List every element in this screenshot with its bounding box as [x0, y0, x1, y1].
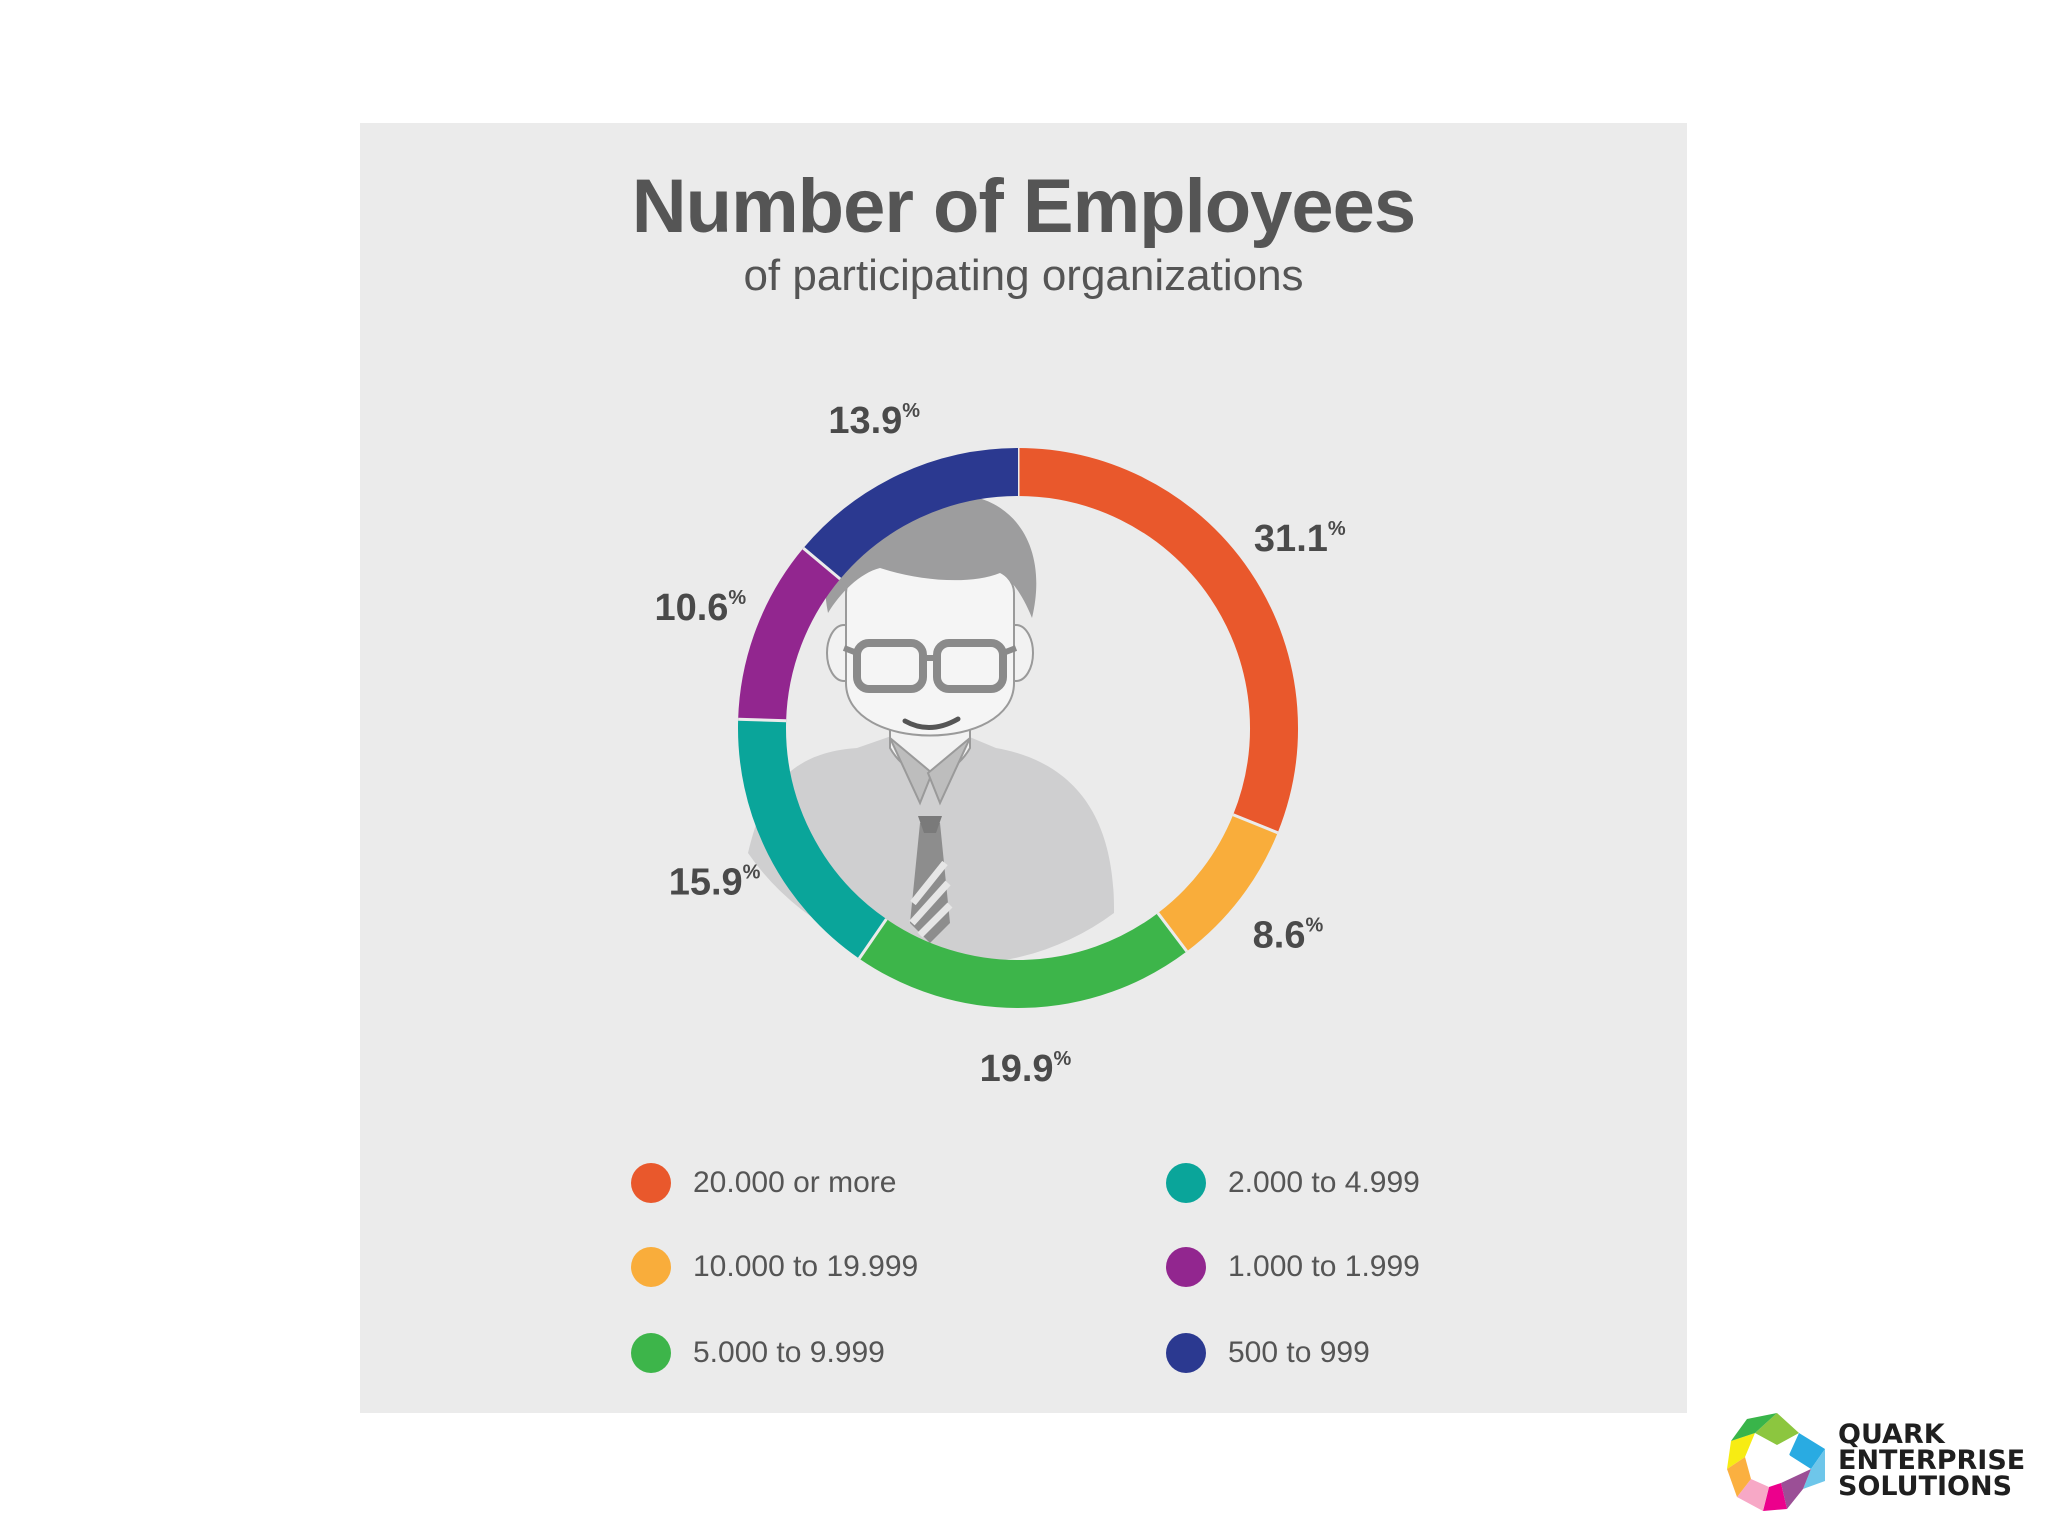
donut-slice-3 — [738, 719, 887, 959]
donut-slice-2 — [859, 912, 1187, 1008]
donut-slice-1 — [1157, 814, 1278, 952]
slice-separator — [1232, 813, 1279, 835]
donut-slice-5 — [803, 448, 1019, 580]
donut-slice-4 — [738, 548, 841, 722]
logo-line-2: ENTERPRISE — [1838, 1445, 2026, 1476]
logo-line-1: QUARK — [1838, 1419, 1945, 1450]
chart-subtitle: of participating organizations — [743, 251, 1304, 300]
donut-chart: 31.1% 8.6% 19.9% 15.9% 10.6% 13.9% — [654, 400, 1346, 1090]
slice-separator — [1156, 912, 1189, 953]
quark-logo: QUARK ENTERPRISE SOLUTIONS — [1722, 1408, 2032, 1518]
donut-slice-0 — [1017, 448, 1298, 833]
quark-logo-mark — [1727, 1413, 1825, 1511]
logo-line-3: SOLUTIONS — [1838, 1471, 2013, 1502]
slice-separator — [802, 547, 842, 581]
quark-logo-wordmark: QUARK ENTERPRISE SOLUTIONS — [1838, 1419, 2026, 1502]
slice-separator — [857, 918, 888, 960]
slice-value-label-0: 31.1% — [1254, 518, 1346, 560]
slice-value-label-4: 10.6% — [654, 587, 746, 629]
chart-panel: Number of Employees of participating org… — [360, 123, 1687, 1413]
slice-value-label-5: 13.9% — [828, 400, 920, 442]
chart-title: Number of Employees — [631, 164, 1416, 249]
slice-value-label-2: 19.9% — [980, 1048, 1072, 1090]
slice-value-label-3: 15.9% — [669, 861, 761, 903]
slice-value-label-1: 8.6% — [1253, 915, 1324, 957]
person-illustration — [748, 492, 1115, 964]
slice-separator — [738, 717, 787, 723]
